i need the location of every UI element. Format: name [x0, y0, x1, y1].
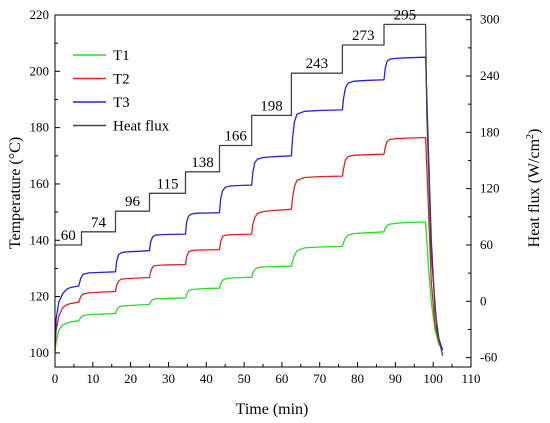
x-tick-label: 0 [52, 371, 59, 386]
y-right-tick-label: -60 [480, 350, 497, 365]
x-tick-label: 80 [351, 371, 364, 386]
y-axis-right-title-main: Heat flux (W/cm [526, 138, 543, 247]
x-tick-label: 70 [313, 371, 326, 386]
y-left-tick-label: 180 [30, 120, 50, 135]
x-tick-label: 40 [200, 371, 213, 386]
y-left-tick-label: 220 [30, 7, 50, 22]
axis-ticks [54, 14, 472, 367]
axis-tick-labels: 0 10 20 30 40 50 60 70 80 90 100 110 100 120 140 160 180… [30, 7, 500, 386]
plot-frame [54, 14, 472, 368]
y-right-tick-label: 180 [480, 124, 500, 139]
heat-flux-label: 74 [91, 215, 107, 231]
y-right-tick-label: 300 [480, 12, 500, 27]
y-axis-right-title: Heat flux (W/cm2) [525, 129, 543, 248]
heat-flux-label: 96 [125, 194, 141, 210]
y-right-tick-label: 60 [480, 237, 493, 252]
heat-flux-label: 60 [61, 228, 76, 244]
series-lines [54, 23, 444, 356]
series-line-t2 [54, 136, 444, 351]
x-tick-label: 60 [275, 371, 288, 386]
x-tick-label: 110 [461, 371, 480, 386]
y-left-tick-label: 200 [30, 63, 50, 78]
heat-flux-label: 166 [224, 128, 247, 144]
x-axis-title: Time (min) [236, 401, 309, 418]
heat-flux-label: 115 [157, 176, 179, 192]
series-line-t1 [54, 221, 444, 353]
y-left-tick-label: 120 [30, 289, 50, 304]
series-line-heat-flux [55, 23, 444, 356]
y-right-tick-label: 240 [480, 68, 500, 83]
y-axis-right-title-sup: 2 [525, 134, 536, 139]
heat-flux-label: 138 [191, 155, 214, 171]
x-tick-label: 30 [162, 371, 175, 386]
legend-label: T3 [113, 95, 130, 111]
x-tick-label: 10 [86, 371, 99, 386]
legend-label: Heat flux [113, 119, 170, 135]
heat-flux-label: 243 [306, 56, 329, 72]
legend-label: T2 [113, 72, 130, 88]
legend: T1 T2 T3 Heat flux [73, 48, 170, 135]
y-right-tick-label: 120 [480, 181, 500, 196]
y-axis-right-title-end: ) [526, 129, 543, 134]
x-tick-label: 100 [423, 371, 443, 386]
y-left-tick-label: 100 [30, 345, 50, 360]
y-left-tick-label: 140 [30, 232, 50, 247]
series-line-t3 [54, 56, 444, 351]
heat-flux-label: 273 [352, 28, 375, 44]
y-right-tick-label: 0 [480, 293, 487, 308]
y-axis-left-title: Temperature (°C) [7, 137, 24, 249]
y-left-tick-label: 160 [30, 176, 50, 191]
x-tick-label: 50 [238, 371, 251, 386]
x-tick-label: 90 [389, 371, 402, 386]
legend-label: T1 [113, 48, 130, 64]
heat-flux-label: 198 [260, 98, 283, 114]
x-tick-label: 20 [124, 371, 137, 386]
